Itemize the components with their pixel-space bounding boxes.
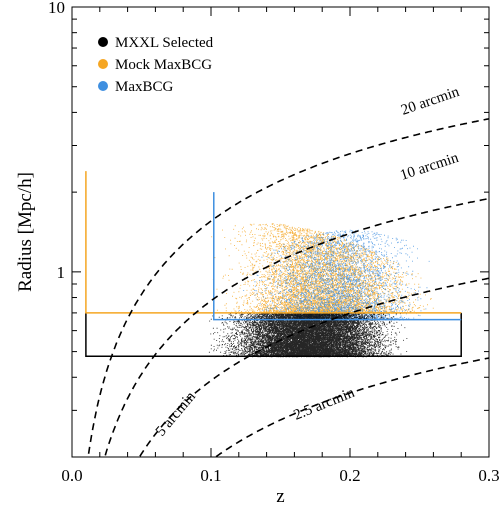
series-points-maxbcg <box>238 229 430 321</box>
curve-label-2-5-arcmin: 2.5 arcmin <box>292 385 358 424</box>
plot-frame <box>71 6 490 458</box>
legend-marker-mock-maxbcg <box>98 59 108 69</box>
legend-label-mock-maxbcg: Mock MaxBCG <box>115 57 212 73</box>
x-tick-label: 0.2 <box>339 466 360 485</box>
scatter-points <box>208 223 434 358</box>
curve-label-10-arcmin: 10 arcmin <box>398 150 461 184</box>
selection-box-mock-maxbcg <box>85 171 462 314</box>
curve-20-arcmin <box>87 118 490 454</box>
legend-marker-mxxl-selected <box>98 37 108 47</box>
legend-label-mxxl-selected: MXXL Selected <box>115 35 214 51</box>
curve-label-5-arcmin: 5 arcmin <box>153 388 200 439</box>
x-axis-label: z <box>276 486 284 507</box>
x-tick-label: 0.1 <box>200 466 221 485</box>
y-tick-label: 1 <box>57 263 66 282</box>
x-tick-label: 0.3 <box>478 466 499 485</box>
axis-ticks: 0.0 0.1 0.2 0.3 1 10 <box>48 0 500 485</box>
selection-boxes <box>85 171 462 358</box>
selection-box-mxxl-selected <box>85 312 462 358</box>
series-points-mxxl-selected <box>208 312 408 358</box>
curve-10-arcmin <box>104 197 490 456</box>
x-tick-label: 0.0 <box>61 466 82 485</box>
curve-5-arcmin <box>139 277 490 457</box>
legend-label-maxbcg: MaxBCG <box>115 79 174 95</box>
legend-marker-maxbcg <box>98 81 108 91</box>
y-tick-label: 10 <box>48 0 65 17</box>
angular-size-curves <box>87 118 490 458</box>
legend: MXXL Selected Mock MaxBCG MaxBCG <box>98 35 214 95</box>
curve-2-5-arcmin <box>215 357 490 458</box>
y-axis-label: Radius [Mpc/h] <box>15 172 36 292</box>
selection-box-maxbcg <box>213 192 462 321</box>
series-points-mock-maxbcg <box>211 223 434 314</box>
curve-label-20-arcmin: 20 arcmin <box>399 84 462 119</box>
